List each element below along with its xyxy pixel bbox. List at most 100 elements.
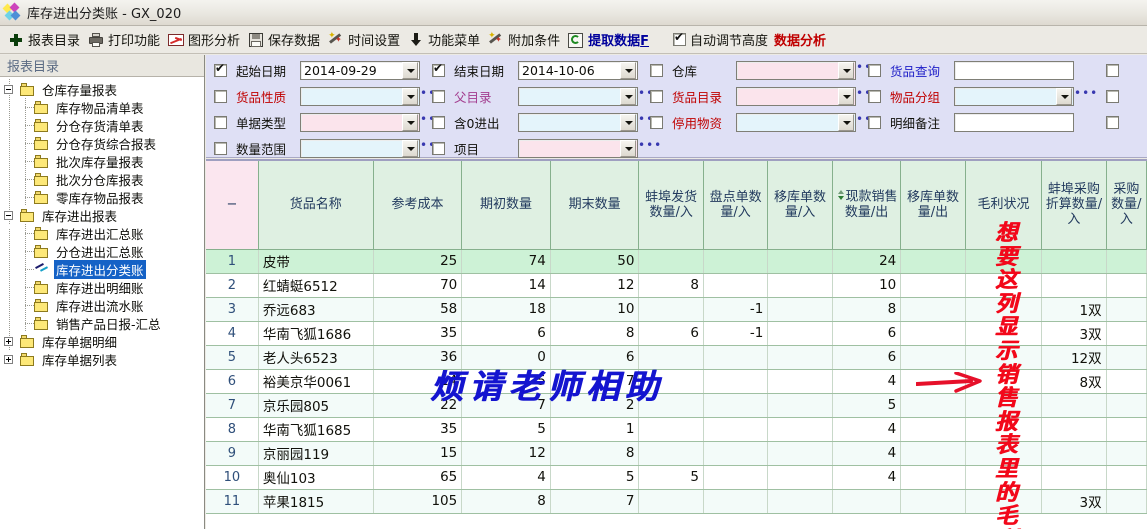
checkbox-box[interactable] [650, 115, 663, 129]
grid-cell-bbfh[interactable]: 8 [638, 273, 704, 298]
grid-cell-end[interactable]: 1 [550, 417, 640, 442]
sidebar-item[interactable]: 库存进出分类账 [4, 259, 204, 279]
grid-cell-rowno[interactable]: 7 [206, 393, 259, 418]
grid-cell-xx_out[interactable]: 4 [832, 441, 902, 466]
filter-extra-checkbox[interactable] [1106, 84, 1123, 108]
chevron-down-icon[interactable] [620, 139, 636, 157]
grid-cell-bbfh[interactable]: 5 [638, 465, 704, 490]
grid-cell-bbfh[interactable] [638, 417, 704, 442]
grid-cell-xx_out[interactable]: 6 [832, 345, 902, 370]
grid-column-header-end[interactable]: 期末数量 [550, 161, 640, 250]
grid-cell-end[interactable]: 7 [550, 489, 640, 514]
grid-cell-rowno[interactable]: 5 [206, 345, 259, 370]
filter-checkbox-仓库[interactable]: 仓库 [650, 61, 736, 80]
grid-cell-bbfh[interactable] [638, 393, 704, 418]
grid-cell-bbfh[interactable] [638, 297, 704, 322]
chevron-down-icon[interactable] [620, 87, 636, 105]
grid-row[interactable]: 9 京丽园119 15 12 8 4 [206, 441, 1147, 466]
expand-icon[interactable] [4, 336, 13, 346]
grid-cell-cost[interactable]: 58 [373, 297, 463, 322]
grid-cell-cost[interactable]: 65 [373, 465, 463, 490]
checkbox-box[interactable] [1106, 63, 1119, 77]
grid-cell-ml[interactable] [965, 417, 1043, 442]
grid-cell-name[interactable]: 裕美京华0061 [258, 369, 374, 394]
grid-cell-bbcg[interactable] [1041, 417, 1107, 442]
chevron-down-icon[interactable] [838, 113, 854, 131]
grid-cell-yk_in[interactable] [767, 273, 833, 298]
grid-cell-name[interactable]: 京丽园119 [258, 441, 374, 466]
grid-column-header-yk_out[interactable]: 移库单数量/出 [900, 161, 966, 250]
grid-column-header-yk_in[interactable]: 移库单数量/入 [767, 161, 833, 250]
grid-cell-pd[interactable] [703, 345, 769, 370]
grid-row[interactable]: 5 老人头6523 36 0 6 6 12双 [206, 345, 1147, 370]
grid-cell-cost[interactable]: 15 [373, 441, 463, 466]
toolbar-button-print[interactable]: 打印功能 [86, 28, 166, 52]
grid-cell-yk_in[interactable] [767, 297, 833, 322]
grid-cell-cg[interactable] [1106, 465, 1147, 490]
filter-checkbox-结束日期[interactable]: 结束日期 [432, 61, 518, 80]
grid-cell-pd[interactable] [703, 249, 769, 274]
grid-cell-xx_out[interactable]: 10 [832, 273, 902, 298]
filter-checkbox-明细备注[interactable]: 明细备注 [868, 113, 954, 132]
grid-cell-yk_out[interactable] [900, 273, 966, 298]
grid-cell-bbcg[interactable] [1041, 249, 1107, 274]
grid-cell-begin[interactable]: 74 [461, 249, 551, 274]
grid-cell-begin[interactable]: 0 [461, 345, 551, 370]
checkbox-box[interactable] [214, 89, 227, 103]
sidebar-item[interactable]: 库存单据明细 [4, 332, 204, 350]
grid-cell-xx_out[interactable]: 4 [832, 417, 902, 442]
checkbox-box[interactable] [432, 89, 445, 103]
sidebar-item[interactable]: 批次分仓库报表 [4, 170, 204, 188]
grid-cell-xx_out[interactable]: 4 [832, 369, 902, 394]
checkbox-box[interactable] [868, 89, 881, 103]
grid-cell-yk_out[interactable] [900, 417, 966, 442]
grid-cell-rowno[interactable]: 8 [206, 417, 259, 442]
grid-cell-cg[interactable] [1106, 441, 1147, 466]
filter-checkbox-项目[interactable]: 项目 [432, 139, 518, 158]
grid-cell-begin[interactable]: 18 [461, 297, 551, 322]
grid-cell-xx_out[interactable]: 4 [832, 465, 902, 490]
filter-checkbox-起始日期[interactable]: 起始日期 [214, 61, 300, 80]
checkbox-box[interactable] [432, 141, 445, 155]
collapse-icon[interactable] [4, 210, 13, 220]
data-grid-container[interactable]: − 货品名称 参考成本 期初数量 期末数量 蚌埠发货数量/入 盘点单数量/入 移库单数量/入现… [206, 159, 1147, 529]
filter-input-货品查询[interactable] [954, 60, 1074, 80]
grid-cell-end[interactable]: 2 [550, 393, 640, 418]
report-tree[interactable]: 仓库存量报表 库存物品清单表 分仓存货清单表 分仓存货综合报表 批次库存量报表 批次分仓库… [0, 77, 204, 368]
filter-checkbox-货品查询[interactable]: 货品查询 [868, 61, 954, 80]
grid-cell-bbfh[interactable] [638, 249, 704, 274]
grid-cell-ml[interactable] [965, 273, 1043, 298]
grid-cell-rowno[interactable]: 11 [206, 489, 259, 514]
grid-row[interactable]: 4 华南飞狐1686 35 6 8 6 -1 6 3双 [206, 321, 1147, 346]
grid-cell-end[interactable]: 10 [550, 297, 640, 322]
grid-cell-bbcg[interactable] [1041, 465, 1107, 490]
sidebar-item[interactable]: 仓库存量报表 [4, 80, 204, 98]
grid-cell-yk_in[interactable] [767, 321, 833, 346]
grid-cell-bbfh[interactable] [638, 345, 704, 370]
grid-cell-name[interactable]: 皮带 [258, 249, 374, 274]
checkbox-box[interactable] [432, 62, 445, 77]
grid-cell-begin[interactable]: 12 [461, 441, 551, 466]
grid-cell-yk_out[interactable] [900, 297, 966, 322]
grid-cell-rowno[interactable]: 6 [206, 369, 259, 394]
toolbar-button-additional-conditions[interactable]: ✦ ✦ 附加条件 [486, 28, 566, 52]
toolbar-button-time-settings[interactable]: ✦ ✦ 时间设置 [326, 28, 406, 52]
grid-cell-name[interactable]: 红蜻蜓6512 [258, 273, 374, 298]
grid-cell-cg[interactable] [1106, 369, 1147, 394]
grid-column-header-bbfh[interactable]: 蚌埠发货数量/入 [638, 161, 704, 250]
grid-cell-rowno[interactable]: 10 [206, 465, 259, 490]
grid-cell-cg[interactable] [1106, 489, 1147, 514]
filter-checkbox-货品目录[interactable]: 货品目录 [650, 87, 736, 106]
grid-cell-begin[interactable]: 14 [461, 273, 551, 298]
grid-cell-begin[interactable]: 7 [461, 393, 551, 418]
filter-browse-button-物品分组[interactable]: ••• [1074, 86, 1099, 100]
grid-cell-cg[interactable] [1106, 297, 1147, 322]
grid-row[interactable]: 8 华南飞狐1685 35 5 1 4 [206, 417, 1147, 442]
filter-input-明细备注[interactable] [954, 112, 1074, 132]
toolbar-button-function-menu[interactable]: 功能菜单 [406, 28, 486, 52]
grid-cell-pd[interactable] [703, 465, 769, 490]
sidebar-item[interactable]: 库存单据列表 [4, 350, 204, 368]
chevron-down-icon[interactable] [620, 113, 636, 131]
grid-cell-xx_out[interactable]: 8 [832, 297, 902, 322]
grid-cell-bbcg[interactable]: 12双 [1041, 345, 1107, 370]
